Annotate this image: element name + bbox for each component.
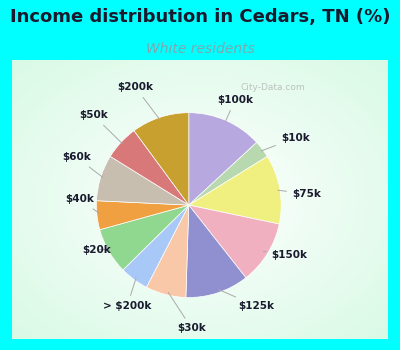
Wedge shape xyxy=(189,205,279,278)
Text: $100k: $100k xyxy=(217,95,253,122)
Wedge shape xyxy=(96,201,189,230)
Wedge shape xyxy=(146,205,189,298)
Text: City-Data.com: City-Data.com xyxy=(240,83,305,92)
Text: > $200k: > $200k xyxy=(103,279,151,311)
Text: $30k: $30k xyxy=(168,292,206,333)
Text: $50k: $50k xyxy=(79,111,122,144)
Wedge shape xyxy=(123,205,189,287)
Wedge shape xyxy=(189,113,257,205)
Wedge shape xyxy=(110,131,189,205)
Text: $75k: $75k xyxy=(278,189,321,199)
Wedge shape xyxy=(96,156,189,205)
Text: $125k: $125k xyxy=(219,289,274,311)
Text: $200k: $200k xyxy=(118,83,160,119)
Wedge shape xyxy=(134,113,189,205)
Text: $20k: $20k xyxy=(82,245,111,255)
Text: $40k: $40k xyxy=(65,195,99,213)
Wedge shape xyxy=(189,142,267,205)
Wedge shape xyxy=(100,205,189,270)
Text: $60k: $60k xyxy=(62,153,103,177)
Text: $10k: $10k xyxy=(261,133,310,151)
Text: $150k: $150k xyxy=(263,251,308,260)
Text: Income distribution in Cedars, TN (%): Income distribution in Cedars, TN (%) xyxy=(10,8,390,26)
Text: White residents: White residents xyxy=(146,42,254,56)
Wedge shape xyxy=(189,156,281,224)
Wedge shape xyxy=(186,205,246,298)
